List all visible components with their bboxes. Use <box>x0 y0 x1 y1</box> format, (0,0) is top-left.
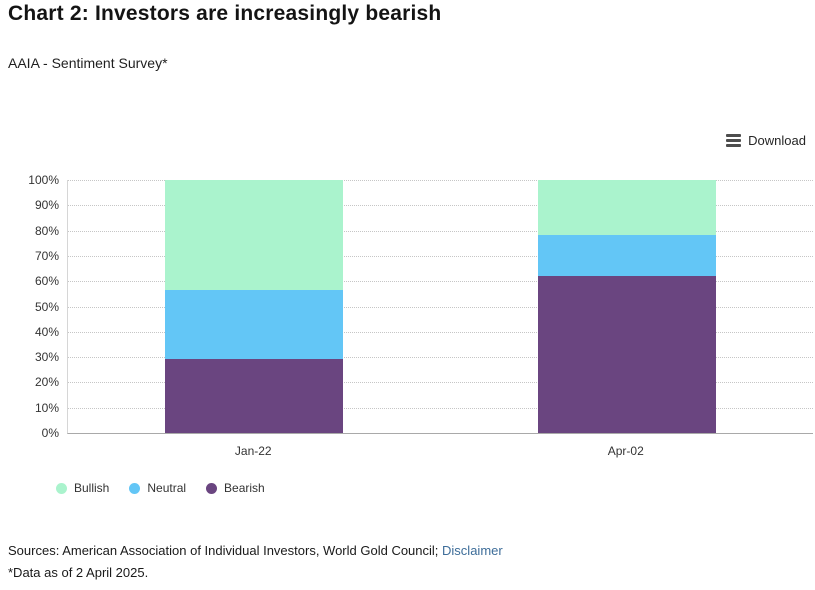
gridline <box>68 281 813 283</box>
y-axis-tick-label: 50% <box>34 299 59 314</box>
bar-segment-bearish[interactable] <box>537 276 716 433</box>
chart-subtitle: AAIA - Sentiment Survey* <box>8 55 168 71</box>
gridline <box>68 205 813 207</box>
bar-segment-neutral[interactable] <box>165 290 344 359</box>
y-axis-tick-label: 20% <box>34 375 59 390</box>
hamburger-menu-icon <box>726 134 742 147</box>
footer: Sources: American Association of Individ… <box>8 540 503 584</box>
gridline <box>68 382 813 384</box>
sources-prefix: Sources: American Association of Individ… <box>8 543 443 558</box>
x-axis-label: Apr-02 <box>607 444 644 458</box>
gridline <box>68 331 813 333</box>
legend-item-bearish[interactable]: Bearish <box>206 481 265 495</box>
gridline <box>68 306 813 308</box>
gridline <box>68 357 813 359</box>
gridline <box>68 407 813 409</box>
gridline <box>68 230 813 232</box>
bar-apr-02 <box>537 180 716 433</box>
bar-jan-22 <box>165 180 344 433</box>
page-title: Chart 2: Investors are increasingly bear… <box>8 2 442 25</box>
bar-segment-bullish[interactable] <box>165 180 344 291</box>
legend-swatch <box>129 482 141 494</box>
legend-label: Bearish <box>224 481 265 495</box>
plot-area <box>67 180 813 434</box>
bar-segment-bearish[interactable] <box>165 358 344 433</box>
legend-item-bullish[interactable]: Bullish <box>56 481 109 495</box>
y-axis-tick-label: 70% <box>34 248 59 263</box>
y-axis-tick-label: 30% <box>34 350 59 365</box>
data-note: *Data as of 2 April 2025. <box>8 565 149 580</box>
legend-label: Neutral <box>147 481 187 495</box>
y-axis-tick-label: 60% <box>34 274 59 289</box>
y-axis-tick-label: 10% <box>34 400 59 415</box>
bar-segment-neutral[interactable] <box>537 235 716 277</box>
x-axis: Jan-22 Apr-02 <box>67 444 812 460</box>
legend: Bullish Neutral Bearish <box>56 481 265 495</box>
disclaimer-link[interactable]: Disclaimer <box>442 543 503 558</box>
y-axis-tick-label: 100% <box>28 173 59 187</box>
y-axis-tick-label: 40% <box>34 324 59 339</box>
gridline <box>68 255 813 257</box>
y-axis-tick-label: 0% <box>41 426 59 440</box>
legend-label: Bullish <box>74 481 110 495</box>
download-button[interactable]: Download <box>726 133 806 148</box>
gridline <box>68 180 813 181</box>
legend-swatch <box>206 482 218 494</box>
y-axis: 100% 90% 80% 70% 60% 50% 40% 30% 20% 10% 0% <box>0 173 59 440</box>
legend-item-neutral[interactable]: Neutral <box>129 481 186 495</box>
y-axis-tick-label: 80% <box>34 223 59 238</box>
bar-segment-bullish[interactable] <box>537 180 716 236</box>
download-label: Download <box>748 133 806 148</box>
legend-swatch <box>56 482 67 494</box>
sources-text: Sources: American Association of Individ… <box>8 540 503 562</box>
y-axis-tick-label: 90% <box>34 198 59 213</box>
x-axis-label: Jan-22 <box>234 444 272 458</box>
